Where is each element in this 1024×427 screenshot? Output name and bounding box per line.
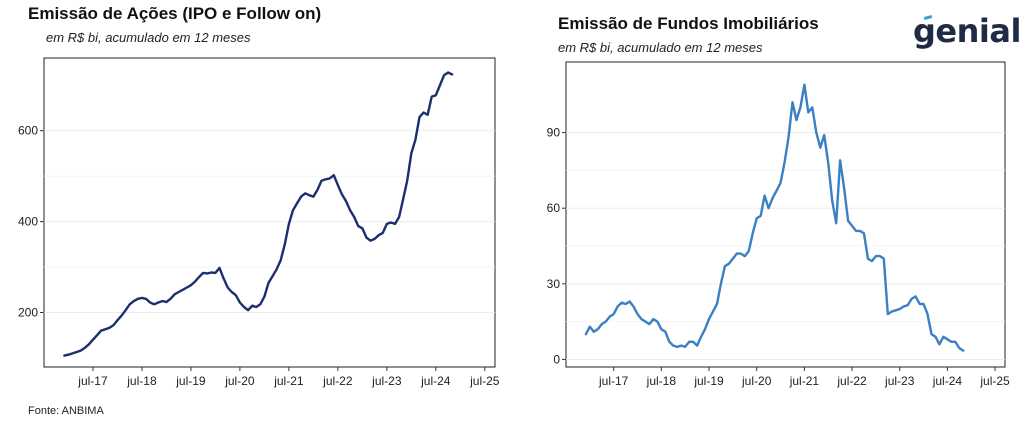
x-tick-label: jul-19 — [693, 374, 724, 388]
source-note: Fonte: ANBIMA — [28, 405, 104, 417]
y-tick-label: 60 — [547, 201, 561, 215]
series-line — [63, 71, 454, 357]
y-tick-label: 600 — [18, 124, 38, 138]
x-tick-label: jul-25 — [979, 374, 1010, 388]
x-tick-label: jul-24 — [932, 374, 963, 388]
x-tick-label: jul-19 — [175, 374, 206, 388]
chart-subtitle-acoes: em R$ bi, acumulado em 12 meses — [46, 30, 251, 45]
x-tick-label: jul-25 — [469, 374, 500, 388]
plot-border — [565, 61, 1006, 368]
logo-wordmark: genial — [913, 12, 1021, 50]
x-tick-label: jul-23 — [371, 374, 402, 388]
y-tick-label: 90 — [547, 126, 561, 140]
x-tick-label: jul-21 — [273, 374, 304, 388]
chart-title-acoes: Emissão de Ações (IPO e Follow on) — [28, 4, 322, 23]
y-tick-label: 0 — [553, 352, 560, 366]
x-tick-label: jul-18 — [646, 374, 677, 388]
series-line — [584, 83, 965, 352]
x-tick-label: jul-18 — [126, 374, 157, 388]
x-tick-label: jul-24 — [420, 374, 451, 388]
x-tick-label: jul-20 — [224, 374, 255, 388]
y-tick-label: 30 — [547, 277, 561, 291]
genial-logo: genial — [913, 12, 1021, 50]
x-tick-label: jul-22 — [322, 374, 353, 388]
chart-subtitle-fundos: em R$ bi, acumulado em 12 meses — [558, 40, 763, 55]
chart-title-fundos: Emissão de Fundos Imobiliários — [558, 14, 819, 33]
y-tick-label: 400 — [18, 215, 38, 229]
x-tick-label: jul-21 — [789, 374, 820, 388]
x-tick-label: jul-22 — [836, 374, 867, 388]
x-tick-label: jul-17 — [598, 374, 629, 388]
x-tick-label: jul-17 — [77, 374, 108, 388]
y-tick-label: 200 — [18, 305, 38, 319]
x-tick-label: jul-23 — [884, 374, 915, 388]
plot-border — [43, 57, 496, 368]
x-tick-label: jul-20 — [741, 374, 772, 388]
